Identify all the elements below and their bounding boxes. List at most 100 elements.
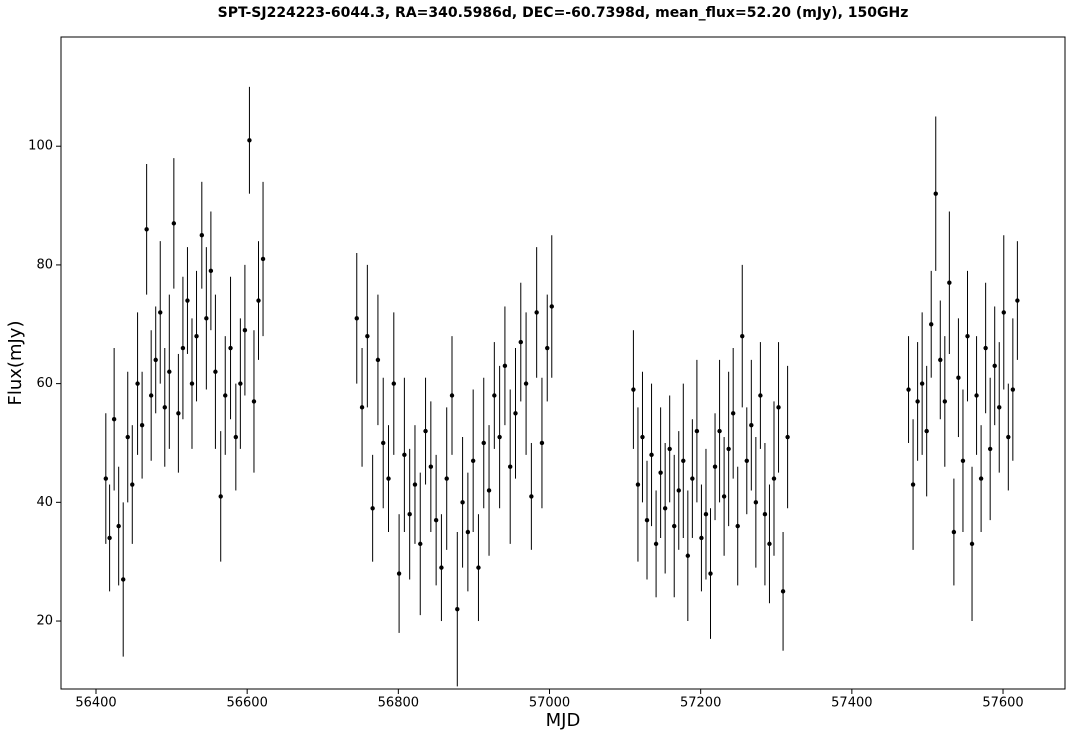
data-point <box>956 375 961 380</box>
data-point <box>171 221 177 226</box>
data-point <box>121 577 126 582</box>
data-point <box>359 405 365 410</box>
data-point <box>130 482 135 487</box>
x-tick-label: 56800 <box>378 696 419 711</box>
data-point <box>370 506 375 511</box>
data-point <box>455 606 460 612</box>
data-point <box>730 411 736 416</box>
data-point <box>125 434 130 440</box>
data-point <box>690 476 695 481</box>
data-point <box>915 399 920 404</box>
data-point <box>534 310 539 315</box>
data-point <box>951 529 957 535</box>
data-point <box>635 482 641 487</box>
data-point <box>396 571 402 576</box>
data-point <box>213 369 218 374</box>
data-point <box>256 298 261 303</box>
data-point <box>428 464 434 469</box>
data-point <box>740 333 745 339</box>
x-tick-label: 57600 <box>982 696 1023 711</box>
data-point <box>185 298 190 303</box>
x-tick-label: 57200 <box>680 696 721 711</box>
data-point <box>439 565 444 570</box>
y-tick-label: 20 <box>36 614 53 629</box>
data-point <box>906 387 911 392</box>
data-point <box>162 405 167 410</box>
data-point <box>708 571 713 576</box>
y-tick-label: 80 <box>36 257 53 272</box>
data-point <box>386 476 391 481</box>
data-point <box>676 488 681 493</box>
plot-frame <box>60 36 1066 690</box>
data-point <box>407 512 412 517</box>
data-point <box>139 422 145 428</box>
data-point <box>703 512 709 517</box>
data-point <box>974 393 979 398</box>
data-point <box>947 280 952 285</box>
data-point <box>744 458 749 463</box>
data-point <box>402 452 407 458</box>
data-point <box>987 446 993 452</box>
data-point <box>375 357 381 363</box>
data-point <box>418 541 423 547</box>
data-point <box>662 506 668 511</box>
data-point <box>735 523 740 529</box>
data-point <box>1015 298 1020 303</box>
data-point <box>204 316 209 321</box>
data-point <box>486 488 492 493</box>
data-point <box>247 138 252 143</box>
x-tick-label: 57400 <box>831 696 872 711</box>
data-point <box>919 381 925 386</box>
data-point <box>753 500 759 505</box>
data-point <box>233 434 239 440</box>
y-tick-label: 40 <box>36 495 53 510</box>
data-point <box>194 333 199 339</box>
data-point <box>111 417 117 422</box>
data-point <box>653 541 659 547</box>
data-point <box>969 541 975 547</box>
data-point <box>983 345 988 351</box>
data-point <box>910 482 916 487</box>
data-point <box>933 191 938 196</box>
data-point <box>667 446 672 452</box>
data-point <box>423 428 428 434</box>
data-point <box>785 434 790 440</box>
data-point <box>218 494 223 499</box>
data-point <box>685 553 691 558</box>
data-point <box>529 494 534 499</box>
data-point <box>649 452 654 458</box>
data-point <box>116 523 121 529</box>
y-axis-label: Flux(mJy) <box>5 321 26 406</box>
data-point <box>208 268 214 274</box>
data-point <box>412 482 418 487</box>
data-point <box>497 434 502 440</box>
data-point <box>726 446 731 452</box>
x-tick-label: 56400 <box>75 696 116 711</box>
chart-title: SPT-SJ224223-6044.3, RA=340.5986d, DEC=-… <box>218 5 909 21</box>
data-point <box>699 535 704 541</box>
data-point <box>103 476 109 481</box>
data-point <box>153 357 158 363</box>
data-point <box>189 381 195 386</box>
data-point <box>223 393 228 398</box>
data-point <box>712 464 718 469</box>
data-point <box>1010 387 1016 392</box>
data-point <box>938 357 943 363</box>
data-point <box>135 381 140 386</box>
data-point <box>545 345 550 351</box>
data-point <box>672 523 677 529</box>
data-point <box>942 399 948 404</box>
data-point <box>381 440 386 446</box>
data-point <box>681 458 686 463</box>
data-point <box>776 405 781 410</box>
data-point <box>518 339 523 345</box>
data-point <box>449 393 455 398</box>
data-point <box>460 500 465 505</box>
x-tick-label: 56600 <box>226 696 267 711</box>
data-point <box>978 476 984 481</box>
data-point <box>508 464 513 469</box>
data-point <box>167 369 172 374</box>
data-point <box>960 458 966 463</box>
data-point <box>658 470 663 475</box>
data-point <box>767 541 772 547</box>
